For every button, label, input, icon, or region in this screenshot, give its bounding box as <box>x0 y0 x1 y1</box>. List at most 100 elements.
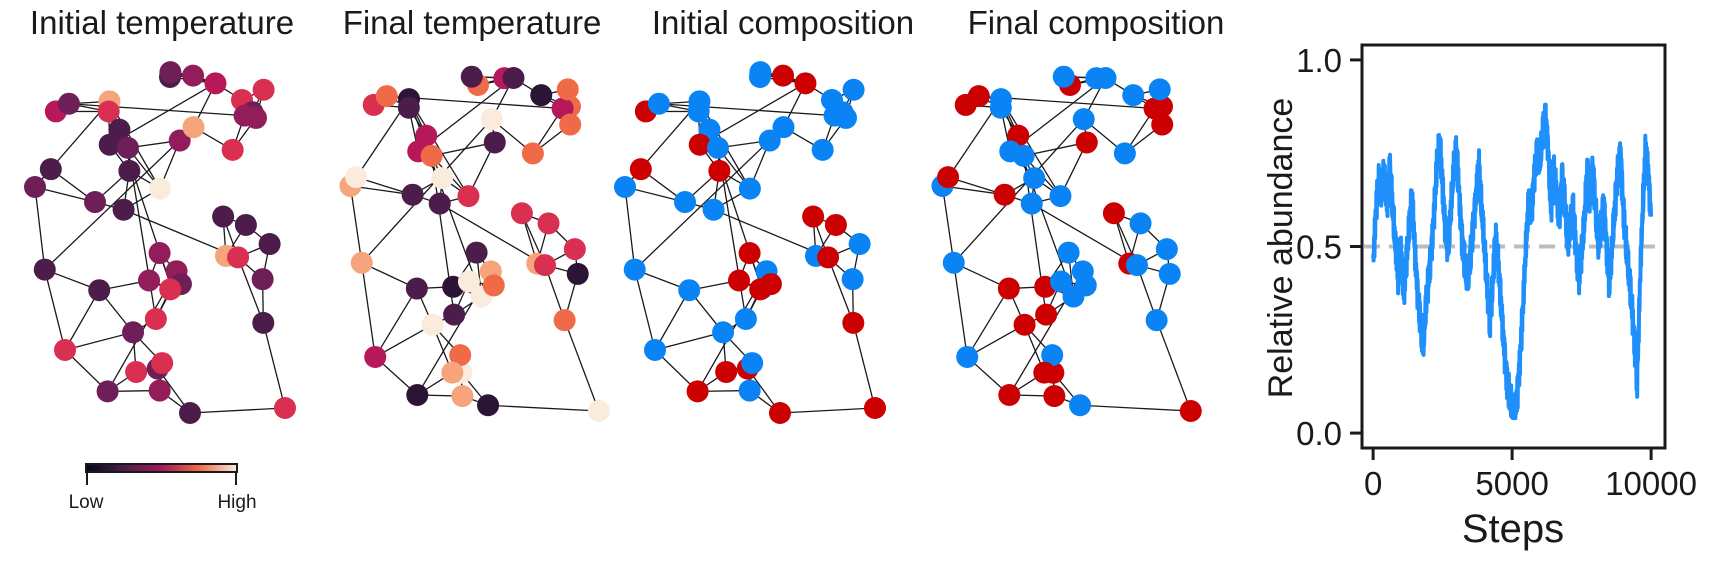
network-node <box>1035 303 1058 326</box>
network-node <box>521 142 544 165</box>
network-edge <box>1080 404 1191 412</box>
network-node <box>842 311 865 334</box>
network-node <box>431 167 454 190</box>
network-node <box>88 279 111 302</box>
network-edge <box>1156 319 1192 412</box>
network-node <box>749 61 772 84</box>
x-axis-ticks: 0 5000 10000 <box>1364 448 1697 502</box>
network-node <box>811 138 834 161</box>
network-node <box>772 64 795 87</box>
network-initial-temperature <box>24 61 296 424</box>
network-node <box>1012 144 1035 167</box>
network-node <box>587 400 610 423</box>
network-node <box>405 277 428 300</box>
network-node <box>138 269 161 292</box>
network-edge <box>827 257 854 324</box>
network-node <box>420 144 443 167</box>
network-node <box>728 269 751 292</box>
network-edge <box>634 269 656 351</box>
network-node <box>375 85 398 108</box>
network-node <box>864 397 886 419</box>
network-node <box>144 307 167 330</box>
network-node <box>937 166 960 189</box>
network-node <box>1122 84 1145 107</box>
network-edge <box>361 118 493 264</box>
network-node <box>794 72 817 95</box>
network-node <box>1074 274 1097 297</box>
network-node <box>54 339 76 361</box>
abundance-series-line <box>1371 102 1654 421</box>
abundance-line-chart: 0 5000 10000 0.0 0.5 1.0 Steps Relative abun… <box>1262 42 1697 551</box>
network-edge <box>374 288 418 358</box>
panel-title-initial-composition: Initial composition <box>652 4 914 41</box>
network-edge <box>634 126 784 271</box>
network-node <box>148 242 171 265</box>
network-edge <box>439 203 546 266</box>
panel-title-final-temperature: Final temperature <box>343 4 602 41</box>
network-node <box>122 321 145 344</box>
network-node <box>563 238 586 261</box>
network-edge <box>654 289 690 351</box>
network-node <box>449 344 472 367</box>
network-node <box>148 177 171 200</box>
network-edge <box>564 319 600 412</box>
network-node <box>997 277 1020 300</box>
network-node <box>967 85 990 108</box>
network-node <box>227 246 250 269</box>
colorbar-high-label: High <box>217 492 256 513</box>
network-node <box>1094 67 1117 90</box>
network-edge <box>361 262 376 358</box>
network-edge <box>779 407 876 414</box>
network-node <box>182 116 205 139</box>
network-node <box>734 307 757 330</box>
network-node <box>647 92 670 115</box>
network-node <box>480 108 503 131</box>
network-node <box>98 133 121 156</box>
network-edge <box>64 331 134 351</box>
y-tick-label: 1.0 <box>1296 42 1342 79</box>
network-node <box>1057 241 1080 264</box>
network-edge <box>64 289 100 351</box>
network-node <box>942 251 965 274</box>
network-node <box>1155 238 1178 261</box>
network-node <box>715 360 738 383</box>
network-edge <box>68 103 245 117</box>
network-node <box>457 270 480 293</box>
network-edge <box>349 185 363 263</box>
network-node <box>345 166 368 189</box>
network-node <box>688 133 711 156</box>
network-node <box>168 129 191 152</box>
network-node <box>956 345 979 368</box>
network-node <box>1049 185 1072 208</box>
network-node <box>112 198 135 221</box>
y-tick-label: 0.5 <box>1296 229 1342 266</box>
network-node <box>421 313 444 336</box>
network-node <box>204 72 227 95</box>
network-node <box>1125 254 1148 277</box>
network-node <box>234 213 257 236</box>
network-node <box>96 380 119 403</box>
network-node <box>533 254 556 277</box>
network-node <box>83 191 106 214</box>
network-edge <box>953 118 1085 264</box>
network-node <box>406 383 429 406</box>
network-node <box>1148 78 1171 101</box>
network-node <box>623 258 646 281</box>
network-node <box>712 321 735 344</box>
network-node <box>993 183 1016 206</box>
panel-title-final-composition: Final composition <box>968 4 1225 41</box>
network-node <box>252 78 275 101</box>
network-edge <box>189 407 286 414</box>
network-node <box>559 113 582 136</box>
network-node <box>1013 313 1036 336</box>
network-node <box>1075 131 1098 154</box>
network-node <box>1052 65 1075 88</box>
colorbar-low-label: Low <box>69 492 104 513</box>
network-node <box>998 383 1021 406</box>
network-node <box>483 131 506 154</box>
network-edge <box>1031 203 1138 266</box>
network-edge <box>953 262 968 358</box>
network-node <box>148 379 171 402</box>
network-node <box>57 92 80 115</box>
